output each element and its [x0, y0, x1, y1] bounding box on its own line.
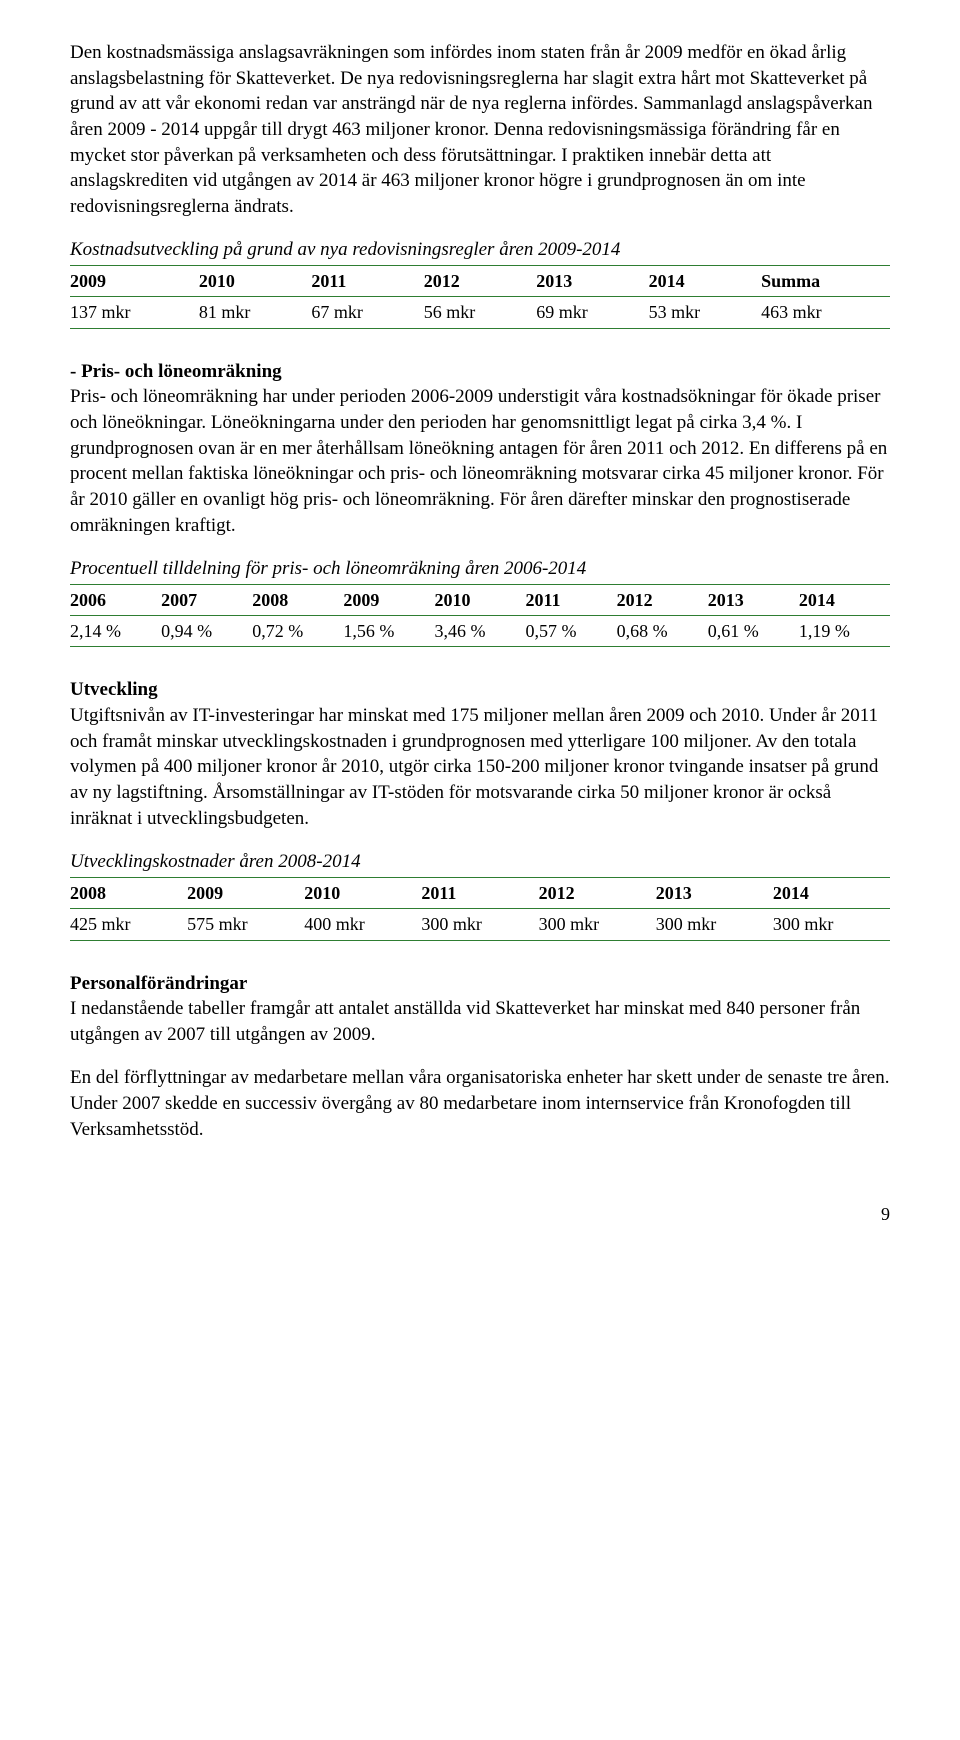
intro-paragraph: Den kostnadsmässiga anslagsavräkningen s… [70, 40, 890, 219]
utveckling-paragraph: Utveckling Utgiftsnivån av IT-investerin… [70, 677, 890, 831]
table3-h3: 2011 [421, 878, 538, 909]
personal-heading: Personalförändringar [70, 973, 247, 994]
table2-h5: 2011 [526, 585, 617, 616]
pris-lone-body: Pris- och löneomräkning har under period… [70, 386, 887, 535]
table2-c0: 2,14 % [70, 616, 161, 647]
table1-h6: Summa [761, 266, 890, 297]
table2-caption: Procentuell tilldelning för pris- och lö… [70, 556, 890, 585]
table3-c6: 300 mkr [773, 909, 890, 940]
table2-h4: 2010 [434, 585, 525, 616]
table-procentuell: 2006 2007 2008 2009 2010 2011 2012 2013 … [70, 585, 890, 648]
table3-c0: 425 mkr [70, 909, 187, 940]
personal-paragraph-1: Personalförändringar I nedanstående tabe… [70, 971, 890, 1048]
table3-h4: 2012 [539, 878, 656, 909]
utveckling-heading: Utveckling [70, 679, 158, 700]
table3-h2: 2010 [304, 878, 421, 909]
table2-c3: 1,56 % [343, 616, 434, 647]
personal-paragraph-2: En del förflyttningar av medarbetare mel… [70, 1065, 890, 1142]
table1-c1: 81 mkr [199, 297, 311, 328]
table-utvecklingskostnader: 2008 2009 2010 2011 2012 2013 2014 425 m… [70, 878, 890, 941]
table2-c8: 1,19 % [799, 616, 890, 647]
table-kostnadsutveckling: 2009 2010 2011 2012 2013 2014 Summa 137 … [70, 266, 890, 329]
table3-c5: 300 mkr [656, 909, 773, 940]
table2-c6: 0,68 % [617, 616, 708, 647]
table1-c5: 53 mkr [649, 297, 761, 328]
table1-h1: 2010 [199, 266, 311, 297]
table2-c2: 0,72 % [252, 616, 343, 647]
table1-c0: 137 mkr [70, 297, 199, 328]
table1-c6: 463 mkr [761, 297, 890, 328]
table2-h2: 2008 [252, 585, 343, 616]
table1-c4: 69 mkr [536, 297, 648, 328]
page-number: 9 [70, 1202, 890, 1226]
table1-h4: 2013 [536, 266, 648, 297]
table3-c1: 575 mkr [187, 909, 304, 940]
table3-c2: 400 mkr [304, 909, 421, 940]
table3-c3: 300 mkr [421, 909, 538, 940]
table3-h1: 2009 [187, 878, 304, 909]
table3-c4: 300 mkr [539, 909, 656, 940]
table2-c4: 3,46 % [434, 616, 525, 647]
table2-c1: 0,94 % [161, 616, 252, 647]
table3-caption: Utvecklingskostnader åren 2008-2014 [70, 849, 890, 878]
table3-h0: 2008 [70, 878, 187, 909]
table2-h3: 2009 [343, 585, 434, 616]
table1-c3: 56 mkr [424, 297, 536, 328]
table1-h5: 2014 [649, 266, 761, 297]
table2-c5: 0,57 % [526, 616, 617, 647]
table2-h7: 2013 [708, 585, 799, 616]
table1-c2: 67 mkr [311, 297, 423, 328]
table1-h3: 2012 [424, 266, 536, 297]
utveckling-body: Utgiftsnivån av IT-investeringar har min… [70, 705, 878, 829]
pris-lone-heading: - Pris- och löneomräkning [70, 361, 282, 382]
pris-lone-paragraph: - Pris- och löneomräkning Pris- och löne… [70, 359, 890, 538]
table3-h5: 2013 [656, 878, 773, 909]
table1-caption: Kostnadsutveckling på grund av nya redov… [70, 237, 890, 266]
table2-h1: 2007 [161, 585, 252, 616]
table2-h6: 2012 [617, 585, 708, 616]
table1-h2: 2011 [311, 266, 423, 297]
table3-h6: 2014 [773, 878, 890, 909]
table1-h0: 2009 [70, 266, 199, 297]
table2-h0: 2006 [70, 585, 161, 616]
table2-c7: 0,61 % [708, 616, 799, 647]
table2-h8: 2014 [799, 585, 890, 616]
personal-body-1: I nedanstående tabeller framgår att anta… [70, 998, 860, 1045]
